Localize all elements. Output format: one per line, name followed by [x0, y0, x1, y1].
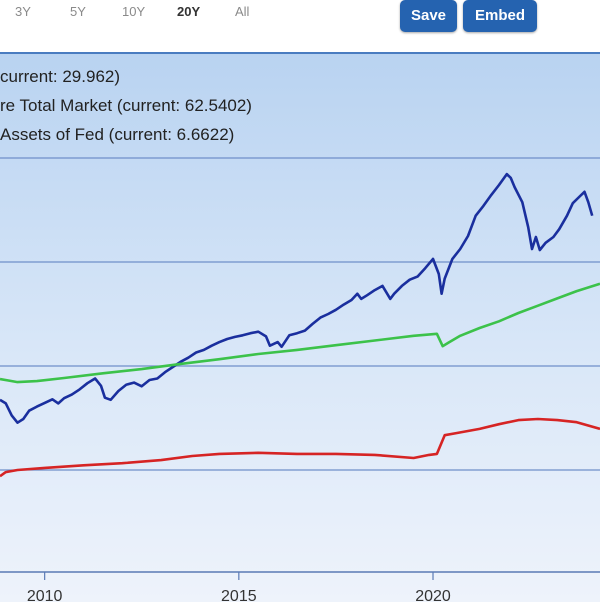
- chart-plot: 2010 2015 2020: [0, 157, 600, 602]
- series-layer: [0, 172, 600, 478]
- range-3y-button[interactable]: 3Y: [15, 4, 31, 19]
- x-tick-label-2020: 2020: [415, 588, 451, 602]
- legend-entry-3[interactable]: Assets of Fed (current: 6.6622): [0, 125, 235, 144]
- x-axis: 2010 2015 2020: [0, 571, 600, 602]
- legend: current: 29.962) re Total Market (curren…: [0, 62, 252, 149]
- range-all-button[interactable]: All: [235, 4, 250, 19]
- legend-entry-2[interactable]: re Total Market (current: 62.5402): [0, 96, 252, 115]
- grid-layer: [0, 157, 600, 471]
- embed-button[interactable]: Embed: [463, 0, 537, 32]
- series-line-3[interactable]: [0, 417, 600, 478]
- range-20y-button[interactable]: 20Y: [177, 4, 201, 19]
- range-10y-button[interactable]: 10Y: [122, 4, 146, 19]
- x-tick-label-2015: 2015: [221, 588, 257, 602]
- save-button[interactable]: Save: [400, 0, 457, 32]
- range-5y-button[interactable]: 5Y: [70, 4, 86, 19]
- legend-entry-1[interactable]: current: 29.962): [0, 67, 121, 86]
- series-line-1[interactable]: [0, 172, 594, 425]
- series-line-2[interactable]: [0, 282, 600, 384]
- chart-area: 2010 2015 2020 current: 29.962) re Total M…: [0, 52, 600, 602]
- x-tick-label-2010: 2010: [27, 588, 63, 602]
